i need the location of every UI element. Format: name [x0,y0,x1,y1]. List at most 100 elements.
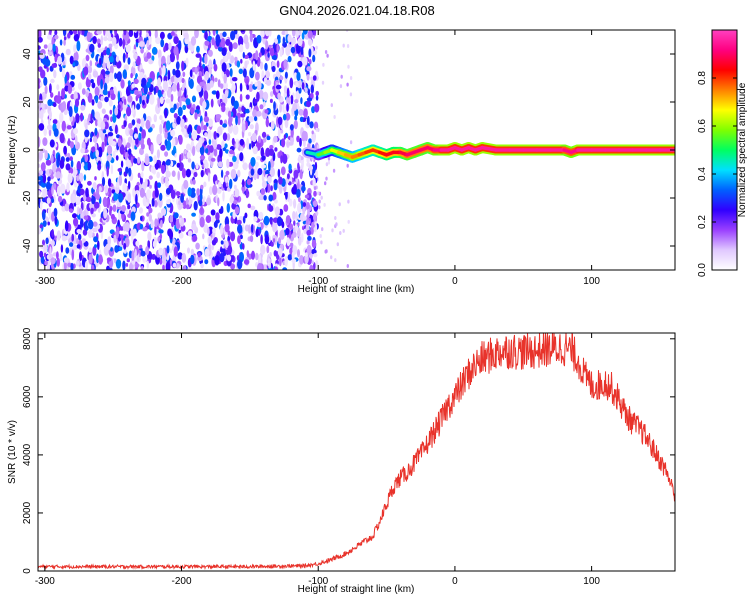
noise-speck [226,158,230,169]
noise-speck [74,135,78,145]
noise-speck [43,252,47,258]
noise-speck [215,30,219,35]
noise-speck [282,102,285,113]
noise-speck [297,236,302,246]
noise-speck [253,216,258,222]
noise-speck [251,223,254,233]
noise-speck [190,248,195,256]
noise-speck [224,143,228,149]
noise-speck [117,168,123,172]
noise-speck [181,168,187,179]
noise-speck [281,138,286,148]
noise-speck [93,236,99,243]
noise-speck [267,52,270,58]
noise-speck [180,193,185,203]
noise-speck [183,265,187,270]
noise-speck [50,154,54,164]
noise-speck [194,66,198,75]
noise-speck [276,60,280,68]
noise-speck [273,135,278,143]
noise-speck [271,65,276,73]
noise-speck [315,127,318,132]
noise-speck [239,82,243,92]
noise-speck [85,54,90,62]
noise-speck [172,137,176,148]
noise-speck [253,98,258,104]
noise-speck [103,208,108,219]
noise-speck [217,126,223,136]
noise-speck [262,137,267,143]
noise-speck [57,154,61,164]
noise-speck [94,201,100,209]
noise-speck [204,53,208,65]
noise-speck [287,254,293,261]
noise-speck [76,238,79,245]
noise-speck [214,254,220,266]
noise-speck [175,69,181,78]
noise-speck [114,72,117,80]
noise-speck [142,255,147,263]
noise-speck [154,162,159,170]
y-tick-label: 40 [22,48,33,60]
noise-speck [200,169,204,178]
noise-speck [131,83,135,89]
noise-speck [76,175,80,182]
noise-speck [196,84,202,93]
noise-speck [68,106,73,118]
noise-speck [165,187,171,195]
noise-speck [136,118,141,125]
noise-speck [308,138,312,144]
noise-speck [276,216,283,227]
noise-speck [320,195,323,200]
noise-speck [284,255,289,267]
noise-speck [234,188,240,198]
noise-speck [209,67,212,76]
noise-speck [231,202,237,210]
noise-speck [178,134,183,145]
noise-speck [104,76,110,84]
noise-speck [311,130,314,135]
noise-speck [69,242,74,247]
noise-speck [191,212,197,217]
noise-speck [65,247,70,254]
noise-speck [295,224,299,232]
noise-speck [282,267,288,270]
noise-speck [70,74,76,80]
noise-speck [248,224,251,234]
noise-speck [109,30,113,34]
noise-speck [136,103,141,110]
noise-speck [298,196,301,203]
noise-speck [209,186,213,196]
noise-speck [69,141,75,149]
noise-speck [164,132,168,139]
noise-speck [296,71,301,81]
noise-speck [181,97,187,102]
noise-speck [274,206,280,216]
noise-speck [91,99,95,106]
noise-speck [252,60,256,71]
noise-speck [305,202,310,210]
noise-speck [192,145,196,157]
noise-speck [120,234,124,240]
noise-speck [125,166,129,174]
noise-speck [319,234,322,238]
x-tick-label: 0 [452,576,458,587]
noise-speck [315,210,319,216]
noise-speck [47,118,51,126]
noise-speck [269,252,272,257]
noise-speck [279,76,284,81]
noise-speck [289,242,294,248]
noise-speck [80,112,84,122]
noise-speck [196,144,200,151]
noise-speck [268,148,275,156]
noise-speck [163,46,167,53]
noise-speck [122,69,128,79]
noise-speck [285,191,288,200]
noise-speck [306,100,311,108]
noise-speck [315,45,318,50]
noise-speck [233,200,238,205]
noise-speck [89,43,95,53]
noise-speck [140,143,145,150]
noise-speck [187,158,192,163]
noise-speck [232,162,239,170]
